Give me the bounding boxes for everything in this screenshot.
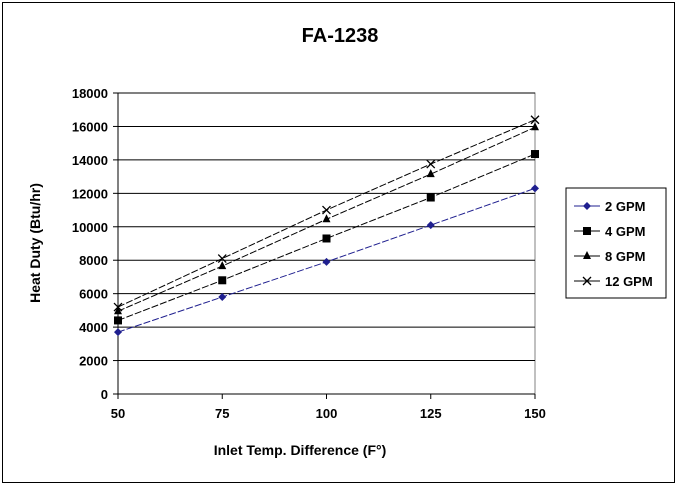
series-3 (113, 115, 540, 312)
y-tick-label: 8000 (79, 253, 108, 268)
data-point (322, 257, 331, 266)
series-0 (114, 184, 539, 337)
x-tick-labels: 50 75 100 125 150 (111, 406, 546, 421)
data-point (531, 150, 539, 159)
chart-title: FA-1238 (302, 25, 379, 47)
legend-marker (583, 227, 591, 235)
y-tick-label: 12000 (72, 186, 108, 201)
gridlines (113, 92, 536, 399)
data-point (531, 122, 539, 131)
data-point (218, 261, 227, 270)
x-tick-label: 100 (316, 406, 338, 421)
data-point (218, 276, 227, 285)
data-point (322, 205, 331, 215)
x-tick-label: 150 (524, 406, 546, 421)
data-point (218, 293, 227, 302)
data-point (114, 306, 122, 315)
legend-entries: 2 GPM 4 GPM 8 GPM 12 GPM (574, 199, 653, 289)
y-axis-label: Heat Duty (Btu/hr) (27, 183, 43, 303)
y-tick-label: 6000 (79, 287, 108, 302)
y-tick-label: 0 (101, 387, 108, 402)
legend-marker (583, 251, 591, 259)
legend-marker (583, 202, 591, 210)
data-point (531, 184, 539, 193)
legend-entry: 2 GPM (574, 199, 645, 214)
y-tick-labels: 0 2000 4000 6000 8000 10000 12000 14000 16000 180… (72, 86, 108, 402)
data-point (426, 169, 435, 178)
y-tick-label: 10000 (72, 220, 108, 235)
y-tick-label: 14000 (72, 153, 108, 168)
y-tick-label: 4000 (79, 320, 108, 335)
data-point (217, 254, 227, 264)
x-tick-label: 125 (420, 406, 442, 421)
legend-entry: 12 GPM (574, 274, 653, 289)
series-line (117, 119, 536, 308)
legend-label: 8 GPM (605, 249, 645, 264)
data-point (426, 193, 435, 202)
plot-area: 0 2000 4000 6000 8000 10000 12000 14000 16000 180… (72, 86, 546, 421)
y-tick-label: 18000 (72, 86, 108, 101)
data-point (322, 234, 331, 243)
legend-label: 12 GPM (605, 274, 653, 289)
legend: 2 GPM 4 GPM 8 GPM 12 GPM (565, 187, 667, 299)
series-line (117, 153, 536, 321)
x-tick-label: 50 (111, 406, 125, 421)
legend-entry: 4 GPM (574, 224, 645, 239)
data-point (426, 159, 436, 169)
legend-label: 2 GPM (605, 199, 645, 214)
series-1 (114, 150, 539, 325)
legend-label: 4 GPM (605, 224, 645, 239)
legend-entry: 8 GPM (574, 249, 645, 264)
plot-area-border (117, 92, 536, 395)
data-point (113, 302, 123, 312)
series-layer (113, 115, 540, 337)
data-point (114, 328, 122, 337)
y-tick-label: 2000 (79, 354, 108, 369)
data-point (114, 316, 122, 325)
series-2 (114, 122, 539, 315)
data-point (530, 115, 540, 125)
legend-marker (582, 276, 592, 286)
x-axis-label: Inlet Temp. Difference (F°) (214, 442, 387, 458)
data-point (426, 221, 435, 230)
y-tick-label: 16000 (72, 119, 108, 134)
x-tick-label: 75 (215, 406, 229, 421)
data-point (322, 214, 331, 223)
